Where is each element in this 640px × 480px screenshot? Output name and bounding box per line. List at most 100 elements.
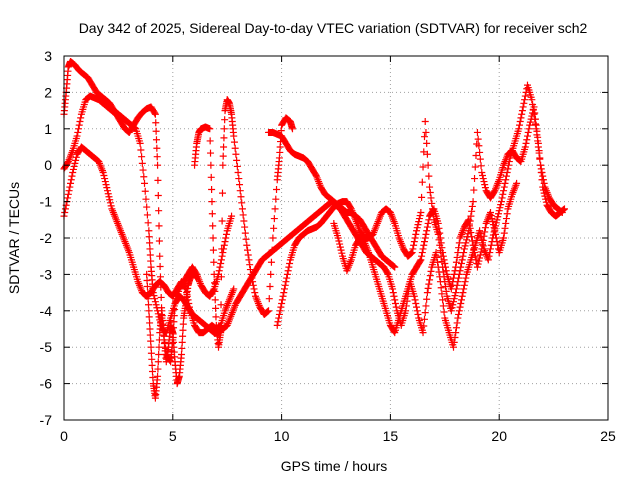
- data-point: [410, 292, 418, 300]
- data-point: [147, 349, 155, 357]
- data-point: [152, 136, 160, 144]
- data-point: [454, 314, 462, 322]
- axis-ticks: 0 5 10 15 20 25 -7 -6 -5 -4 -3 -2 -1 0 1 2 3: [40, 48, 616, 444]
- data-point: [542, 198, 550, 206]
- data-point: [282, 278, 290, 286]
- data-point: [458, 256, 466, 264]
- data-point: [144, 219, 152, 227]
- data-point: [539, 183, 547, 191]
- data-point: [228, 212, 236, 220]
- data-point: [337, 246, 345, 254]
- data-point: [442, 263, 450, 271]
- data-point: [456, 303, 464, 311]
- data-point: [413, 307, 421, 315]
- data-point: [424, 284, 432, 292]
- data-point: [157, 293, 165, 301]
- x-tick-label: 25: [600, 428, 616, 444]
- data-point: [516, 121, 524, 129]
- data-point: [452, 329, 460, 337]
- data-point: [479, 241, 487, 249]
- x-tick-label: 20: [491, 428, 507, 444]
- data-point: [280, 289, 288, 297]
- data-point: [459, 252, 467, 260]
- y-tick-label: -1: [40, 194, 53, 210]
- data-point: [417, 209, 425, 217]
- data-point: [407, 250, 415, 258]
- data-point: [103, 184, 111, 192]
- data-point: [148, 355, 156, 363]
- data-point: [500, 234, 508, 242]
- data-point: [487, 241, 495, 249]
- data-point: [209, 222, 217, 230]
- data-point: [77, 114, 85, 122]
- data-point: [452, 263, 460, 271]
- data-point: [449, 278, 457, 286]
- data-point: [271, 205, 279, 213]
- data-point: [146, 331, 154, 339]
- data-point: [426, 272, 434, 280]
- x-axis-label: GPS time / hours: [281, 458, 388, 474]
- data-point: [457, 296, 465, 304]
- data-point: [526, 121, 534, 129]
- data-point: [486, 209, 494, 217]
- data-point: [488, 215, 496, 223]
- data-point: [421, 118, 429, 126]
- data-point: [490, 224, 498, 232]
- data-point: [427, 267, 435, 275]
- data-point: [560, 205, 568, 213]
- data-point: [464, 217, 472, 225]
- data-point: [143, 211, 151, 219]
- data-point: [143, 270, 151, 278]
- data-point: [347, 204, 355, 212]
- data-point: [104, 187, 112, 195]
- data-point: [537, 168, 545, 176]
- data-point: [422, 302, 430, 310]
- data-point: [409, 245, 417, 253]
- data-point: [529, 106, 537, 114]
- data-point: [153, 144, 161, 152]
- data-point: [146, 319, 154, 327]
- data-point: [75, 125, 83, 133]
- data-point: [217, 301, 225, 309]
- data-point: [272, 195, 280, 203]
- data-point: [451, 333, 459, 341]
- data-point: [455, 244, 463, 252]
- data-point: [423, 223, 431, 231]
- data-point: [390, 327, 398, 335]
- data-point: [451, 292, 459, 300]
- data-point: [185, 303, 193, 311]
- y-tick-label: -5: [40, 339, 53, 355]
- data-point: [481, 228, 489, 236]
- data-point: [476, 254, 484, 262]
- data-point: [419, 163, 427, 171]
- data-point: [217, 256, 225, 264]
- data-point: [533, 127, 541, 135]
- data-point: [479, 236, 487, 244]
- data-point: [178, 350, 186, 358]
- data-point: [423, 139, 431, 147]
- data-point: [416, 257, 424, 265]
- data-point: [531, 109, 539, 117]
- data-point: [526, 118, 534, 126]
- data-point: [523, 136, 531, 144]
- data-point: [425, 172, 433, 180]
- data-point: [178, 344, 186, 352]
- data-point: [496, 204, 504, 212]
- data-point: [419, 329, 427, 337]
- data-point: [455, 307, 463, 315]
- data-point: [230, 285, 238, 293]
- data-point: [391, 296, 399, 304]
- data-point: [64, 194, 72, 202]
- data-point: [439, 296, 447, 304]
- data-point: [501, 179, 509, 187]
- data-point: [536, 154, 544, 162]
- data-point: [145, 301, 153, 309]
- data-point: [471, 163, 479, 171]
- data-point: [278, 300, 286, 308]
- data-point: [497, 198, 505, 206]
- data-point: [420, 322, 428, 330]
- data-point: [470, 245, 478, 253]
- data-point: [535, 147, 543, 155]
- data-point: [492, 230, 500, 238]
- data-point: [521, 96, 529, 104]
